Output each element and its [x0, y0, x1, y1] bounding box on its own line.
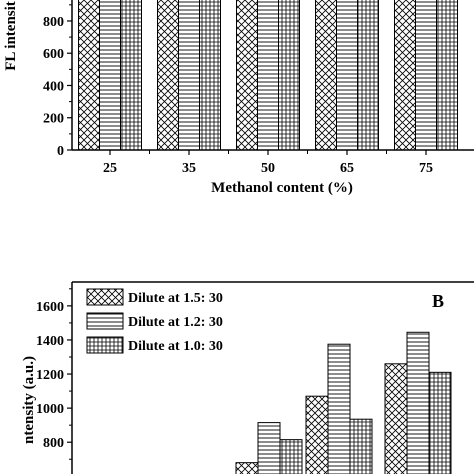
panel-b-bar	[428, 371, 452, 474]
panel-a-bar	[157, 0, 179, 151]
panel-a-y-ticks: 0 200 400 600 800	[43, 4, 72, 159]
panel-a-bar	[315, 0, 337, 151]
panel-a-bar	[394, 0, 416, 151]
panel-b-bar	[305, 395, 329, 474]
panel-a-bar	[120, 0, 142, 151]
panel-b-bar	[327, 343, 351, 474]
panel-b-legend-label: Dilute at 1.0: 30	[128, 339, 223, 354]
panel-a-bar	[436, 0, 458, 151]
panel-b-bar	[235, 462, 259, 474]
panel-b-y-axis-label: ntensity (a.u.)	[21, 356, 37, 444]
panel-b-bars	[235, 331, 452, 474]
panel-b-legend-label: Dilute at 1.5: 30	[128, 291, 223, 306]
panel-a-bar	[178, 0, 200, 151]
panel-b-y-ticks: 800 1000 1200 1400 1600	[36, 288, 72, 460]
panel-a-x-tick-label: 25	[103, 161, 117, 176]
panel-b-label: B	[432, 291, 444, 311]
panel-b-legend-swatch	[86, 336, 124, 354]
panel-b-legend-swatch	[86, 288, 124, 306]
panel-a-x-ticks: 25 35 50 65 75	[103, 150, 433, 176]
panel-b-axes	[71, 281, 474, 474]
panel-a-x-tick-label: 35	[182, 161, 196, 176]
panel-a-bar	[257, 0, 279, 151]
chart-panel-a: 0 200 400 600 800 25 35 50 65 75 Methanol conten…	[3, 0, 474, 196]
panel-b-legend: Dilute at 1.5: 30 Dilute at 1.2: 30 Dilute…	[86, 288, 223, 354]
panel-a-y-tick-label: 600	[43, 47, 64, 62]
panel-a-y-tick-label: 800	[43, 15, 64, 30]
panel-a-x-axis-label: Methanol content (%)	[211, 180, 353, 196]
panel-b-y-tick-label: 1200	[36, 368, 64, 383]
panel-a-bar	[357, 0, 379, 151]
panel-a-bar	[415, 0, 437, 151]
panel-b-bar	[406, 331, 430, 474]
panel-a-axes	[71, 0, 474, 151]
panel-b-y-tick-label: 800	[43, 436, 64, 451]
panel-a-bar	[278, 0, 300, 151]
panel-b-bar	[349, 418, 373, 474]
panel-a-y-tick-label: 0	[57, 144, 64, 159]
panel-a-x-tick-label: 65	[340, 161, 354, 176]
panel-a-y-tick-label: 400	[43, 79, 64, 94]
panel-b-legend-label: Dilute at 1.2: 30	[128, 315, 223, 330]
panel-a-bar	[236, 0, 258, 151]
panel-b-y-tick-label: 1600	[36, 300, 64, 315]
panel-b-bar	[279, 439, 303, 474]
panel-a-x-tick-label: 50	[261, 161, 275, 176]
panel-b-y-tick-label: 1400	[36, 334, 64, 349]
panel-a-bars	[78, 0, 458, 151]
panel-b-y-tick-label: 1000	[36, 402, 64, 417]
panel-a-x-tick-label: 75	[419, 161, 433, 176]
panel-a-bar	[199, 0, 221, 151]
panel-a-y-axis-label: FL intensit	[3, 1, 19, 71]
panel-a-y-tick-label: 200	[43, 112, 64, 127]
panel-b-bar	[257, 422, 281, 474]
panel-b-legend-swatch	[86, 312, 124, 330]
panel-a-bar	[99, 0, 121, 151]
panel-b-bar	[384, 363, 408, 474]
panel-a-bar	[336, 0, 358, 151]
panel-a-bar	[78, 0, 100, 151]
